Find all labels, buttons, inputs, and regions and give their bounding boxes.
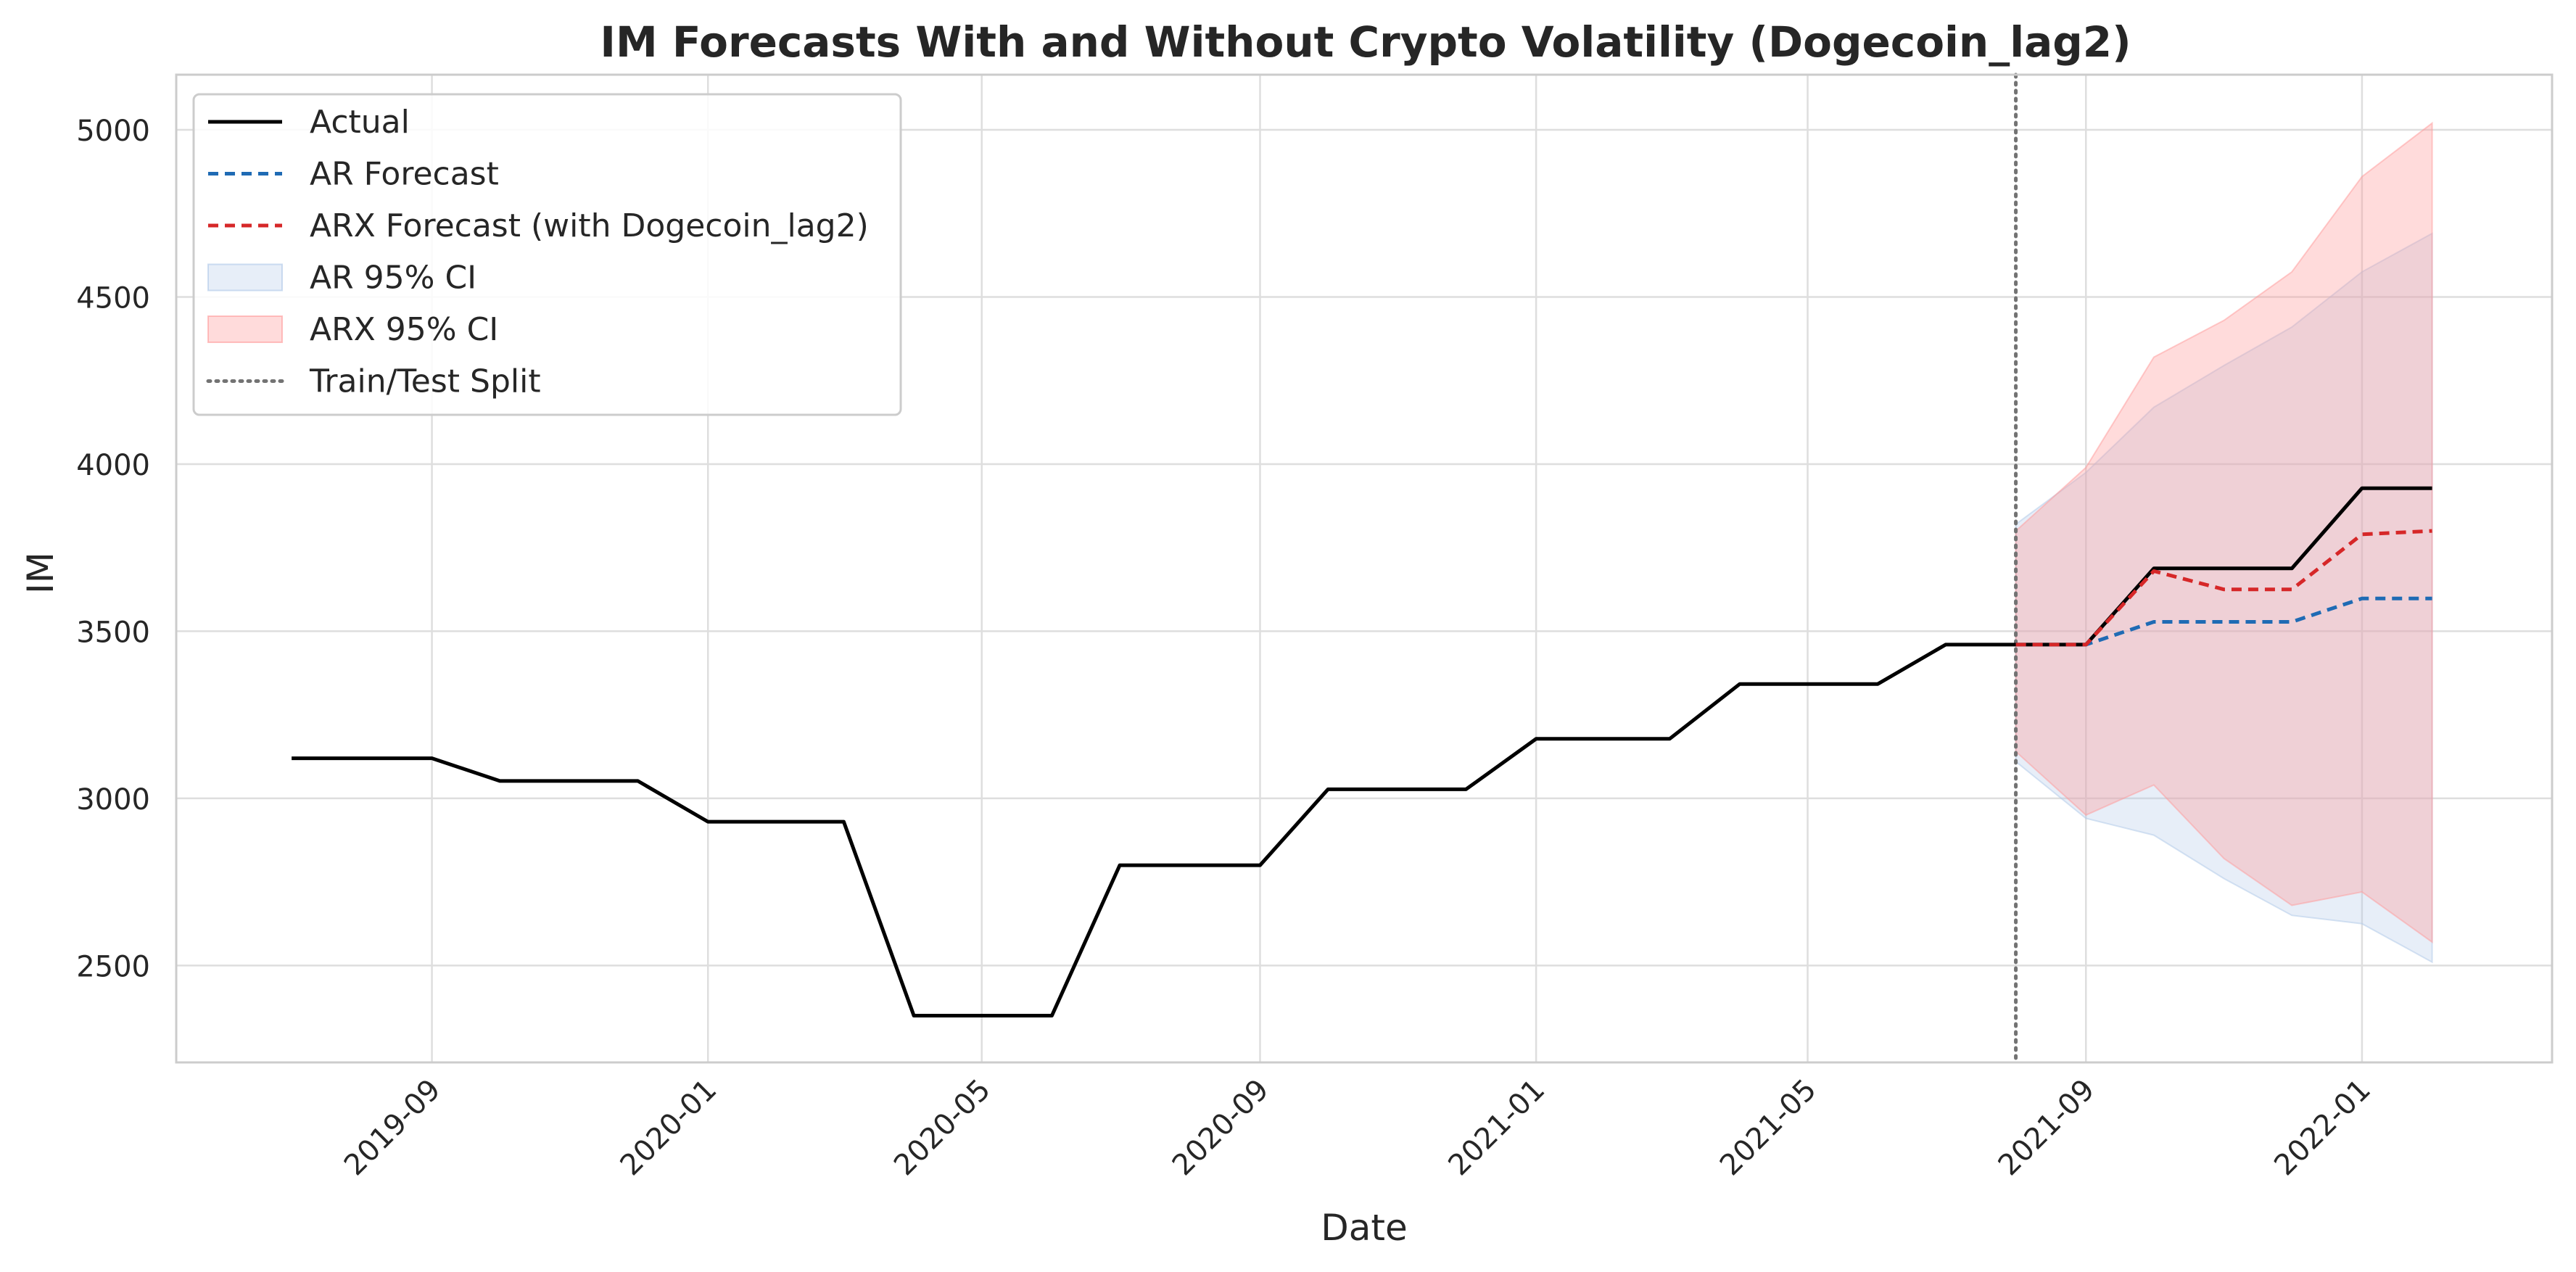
ar-ci-band xyxy=(2015,232,2433,964)
legend-swatch-ar-ci xyxy=(207,263,283,292)
legend-label: AR 95% CI xyxy=(310,260,476,297)
chart-title: IM Forecasts With and Without Crypto Vol… xyxy=(600,17,2131,67)
legend: Actual AR Forecast ARX Forecast (with Doge… xyxy=(192,93,902,416)
x-axis-label: Date xyxy=(1321,1207,1408,1249)
legend-label: Train/Test Split xyxy=(309,363,541,400)
y-axis-ticks: 2500 3000 3500 4000 4500 5000 xyxy=(76,115,150,983)
legend-label: AR Forecast xyxy=(310,156,499,193)
arx-forecast-line xyxy=(2015,529,2432,647)
y-tick-label: 4500 xyxy=(76,282,150,315)
legend-box xyxy=(192,93,902,416)
y-tick-label: 2500 xyxy=(76,950,150,983)
legend-label: Actual xyxy=(310,104,410,141)
plot-frame xyxy=(175,73,2554,1064)
y-tick-label: 3500 xyxy=(76,616,150,649)
y-axis-label: IM xyxy=(20,552,62,594)
ci-bands xyxy=(2015,121,2433,964)
y-tick-label: 4000 xyxy=(76,449,150,482)
legend-swatch-arx-ci xyxy=(207,315,283,343)
legend-label: ARX 95% CI xyxy=(310,311,498,348)
y-tick-label: 5000 xyxy=(76,115,150,148)
series-lines xyxy=(292,73,2432,1065)
y-tick-label: 3000 xyxy=(76,783,150,817)
arx-ci-band xyxy=(2015,121,2433,944)
legend-label: ARX Forecast (with Dogecoin_lag2) xyxy=(310,207,869,244)
